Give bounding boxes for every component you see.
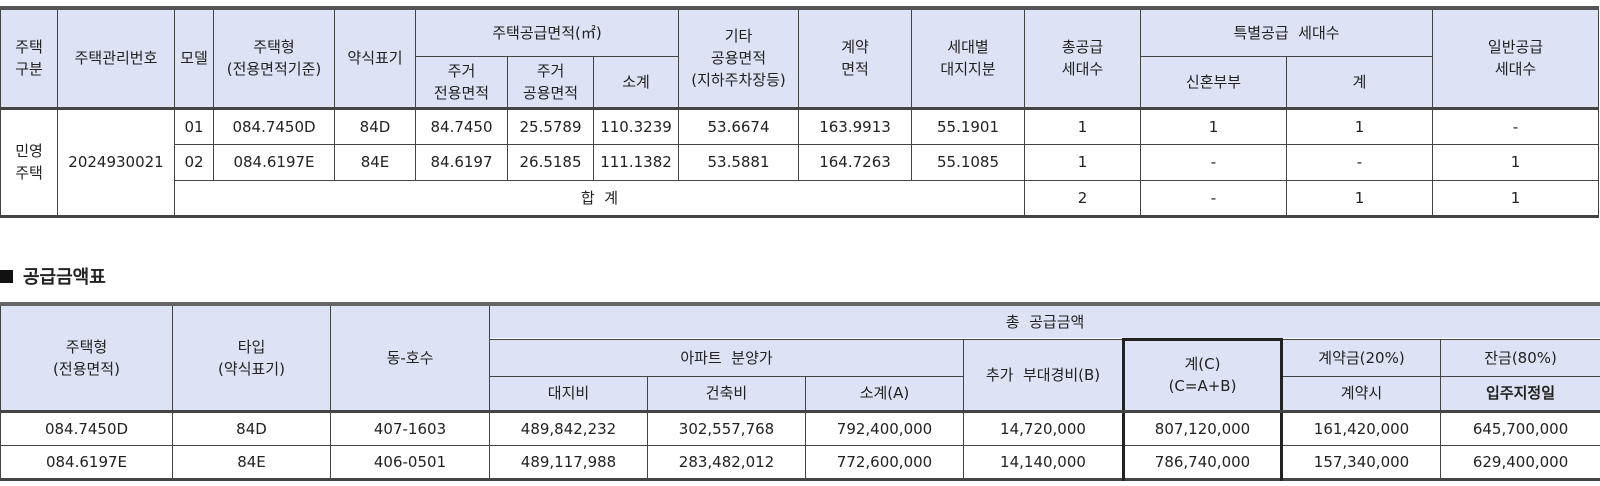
- general-supply-cell: 1: [1432, 143, 1600, 181]
- newlyweds-cell: 1: [1140, 107, 1287, 145]
- header-deposit-when: 계약시: [1281, 375, 1441, 413]
- header-extra-b: 추가 부대경비(B): [963, 338, 1124, 413]
- total-label: 합 계: [174, 179, 1025, 217]
- land-share-cell: 55.1901: [911, 107, 1025, 145]
- land-cost-cell: 489,842,232: [489, 410, 648, 446]
- unit-cell: 407-1603: [330, 410, 490, 446]
- type-cell: 84D: [172, 410, 331, 446]
- other-common-cell: 53.5881: [678, 143, 799, 181]
- build-cost-cell: 283,482,012: [647, 444, 806, 480]
- unit-supply-table: 주택 구분 주택관리번호 모델 주택형 (전용면적기준) 약식표기 주택공급면적…: [0, 6, 1600, 218]
- total-c-cell: 786,740,000: [1122, 444, 1283, 480]
- deposit-cell: 161,420,000: [1281, 410, 1441, 446]
- subtotal-a-cell: 792,400,000: [805, 410, 964, 446]
- total-supply-sum: 2: [1024, 179, 1141, 217]
- header-apt-price: 아파트 분양가: [489, 338, 964, 377]
- house-type-cell: 084.7450D: [0, 410, 173, 446]
- house-type-cell: 084.6197E: [0, 444, 173, 480]
- contract-area-cell: 164.7263: [798, 143, 912, 181]
- short-mark-cell: 84D: [334, 107, 416, 145]
- square-bullet-icon: [0, 269, 13, 283]
- header-house-type: 주택형 (전용면적기준): [213, 7, 335, 110]
- header-type: 타입 (약식표기): [172, 303, 331, 413]
- header-model: 모델: [174, 7, 214, 110]
- mgmt-no-cell: 2024930021: [57, 107, 175, 217]
- header-subtotal: 소계: [593, 55, 679, 110]
- general-supply-sum: 1: [1432, 179, 1600, 217]
- header-short-mark: 약식표기: [334, 7, 416, 110]
- land-share-cell: 55.1085: [911, 143, 1025, 181]
- model-cell: 01: [174, 107, 214, 145]
- header-mgmt-no: 주택관리번호: [57, 7, 175, 110]
- general-supply-cell: -: [1432, 107, 1600, 145]
- exclusive-area-cell: 84.6197: [415, 143, 508, 181]
- deposit-cell: 157,340,000: [1281, 444, 1441, 480]
- header-land-share: 세대별 대지지분: [911, 7, 1025, 110]
- special-total-cell: -: [1285, 143, 1434, 181]
- total-c-cell: 807,120,000: [1122, 410, 1283, 446]
- table-row: 084.7450D 84D 407-1603 489,842,232 302,5…: [0, 410, 1600, 446]
- header-subtotal-a: 소계(A): [805, 375, 964, 413]
- build-cost-cell: 302,557,768: [647, 410, 806, 446]
- balance-cell: 629,400,000: [1439, 444, 1600, 480]
- extra-b-cell: 14,140,000: [963, 444, 1124, 480]
- newlyweds-sum: -: [1140, 179, 1287, 217]
- table-row: 민영 주택 2024930021 01 084.7450D 84D 84.745…: [0, 107, 1600, 217]
- header-total-c: 계(C) (C=A+B): [1122, 337, 1283, 413]
- header-supply-area: 주택공급면적(㎡): [415, 7, 679, 57]
- price-table: 주택형 (전용면적) 타입 (약식표기) 동-호수 총 공급금액 아파트 분양가…: [0, 302, 1600, 481]
- other-common-cell: 53.6674: [678, 107, 799, 145]
- extra-b-cell: 14,720,000: [963, 410, 1124, 446]
- header-house-type: 주택형 (전용면적): [0, 303, 173, 413]
- special-total-cell: 1: [1285, 107, 1434, 145]
- header-common-area: 주거 공용면적: [507, 55, 594, 110]
- header-exclusive-area: 주거 전용면적: [415, 55, 508, 110]
- header-build-cost: 건축비: [647, 375, 806, 413]
- house-class-cell: 민영 주택: [0, 107, 58, 217]
- header-unit: 동-호수: [330, 303, 490, 413]
- header-special-supply: 특별공급 세대수: [1139, 7, 1434, 57]
- header-other-common: 기타 공용면적 (지하주차장등): [678, 7, 799, 110]
- table-row: 084.6197E 84E 406-0501 489,117,988 283,4…: [0, 444, 1600, 480]
- header-special-total: 계: [1285, 55, 1434, 110]
- subtotal-cell: 111.1382: [593, 143, 679, 181]
- section-title-text: 공급금액표: [23, 267, 106, 288]
- header-balance: 잔금(80%): [1439, 338, 1600, 377]
- type-cell: 84E: [172, 444, 331, 480]
- unit-cell: 406-0501: [330, 444, 490, 480]
- total-row: 합 계 2 - 1 1: [1, 179, 1600, 217]
- table-row: 02 084.6197E 84E 84.6197 26.5185 111.138…: [1, 143, 1600, 181]
- header-newlyweds: 신혼부부: [1140, 55, 1287, 110]
- total-supply-cell: 1: [1024, 107, 1141, 145]
- house-type-cell: 084.6197E: [213, 143, 335, 181]
- newlyweds-cell: -: [1140, 143, 1287, 181]
- subtotal-a-cell: 772,600,000: [805, 444, 964, 480]
- header-house-class: 주택 구분: [0, 7, 58, 110]
- special-total-sum: 1: [1285, 179, 1434, 217]
- subtotal-cell: 110.3239: [593, 107, 679, 145]
- land-cost-cell: 489,117,988: [489, 444, 648, 480]
- balance-cell: 645,700,000: [1439, 410, 1600, 446]
- header-land-cost: 대지비: [489, 375, 648, 413]
- short-mark-cell: 84E: [334, 143, 416, 181]
- common-area-cell: 26.5185: [507, 143, 594, 181]
- exclusive-area-cell: 84.7450: [415, 107, 508, 145]
- total-supply-cell: 1: [1024, 143, 1141, 181]
- house-type-cell: 084.7450D: [213, 107, 335, 145]
- header-total-supply: 총공급 세대수: [1024, 7, 1141, 110]
- section-title: 공급금액표: [0, 263, 106, 289]
- header-total-price: 총 공급금액: [488, 303, 1600, 340]
- header-deposit: 계약금(20%): [1281, 338, 1441, 377]
- header-balance-when: 입주지정일: [1439, 375, 1600, 413]
- header-general-supply: 일반공급 세대수: [1432, 7, 1600, 110]
- header-contract-area: 계약 면적: [798, 7, 912, 110]
- contract-area-cell: 163.9913: [798, 107, 912, 145]
- model-cell: 02: [174, 143, 214, 181]
- common-area-cell: 25.5789: [507, 107, 594, 145]
